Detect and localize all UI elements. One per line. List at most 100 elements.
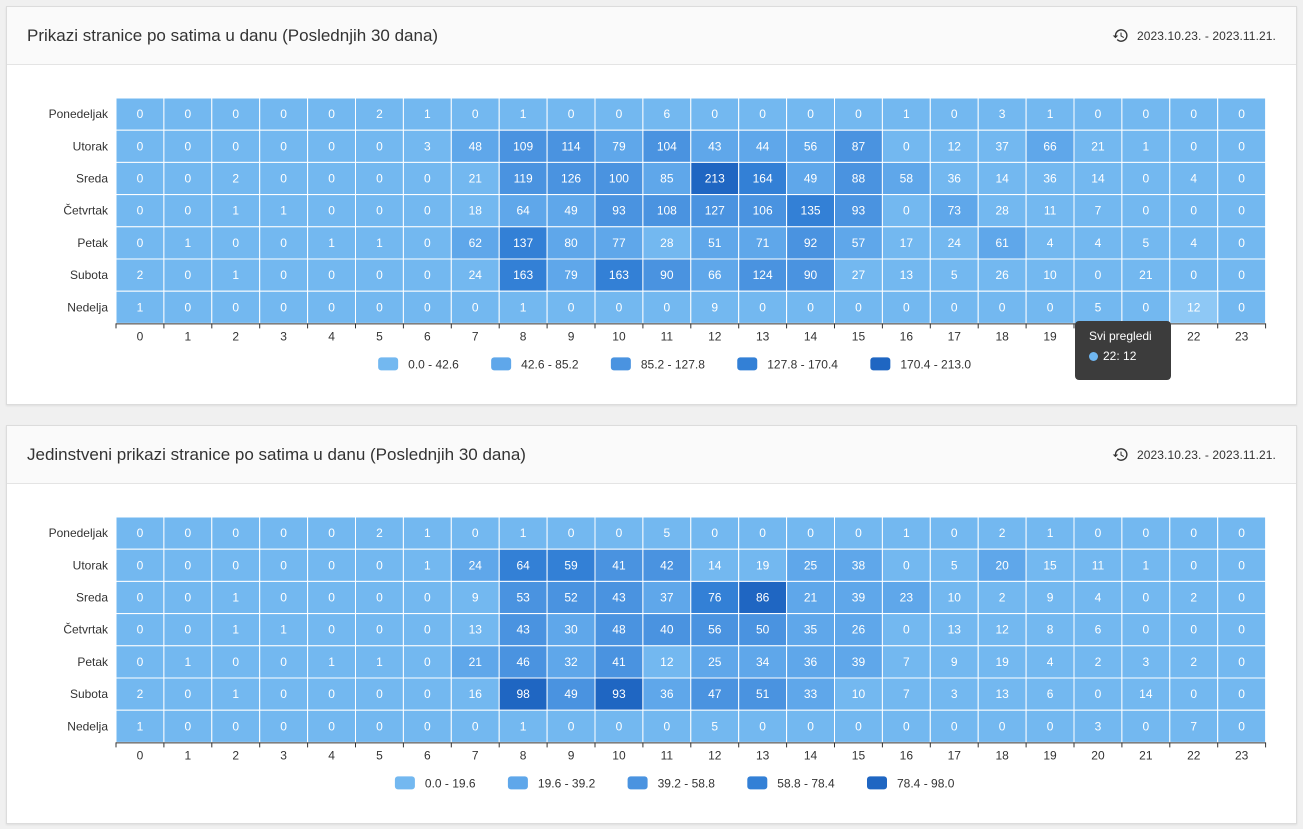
cell-value: 0 xyxy=(424,591,431,605)
cell-value: 40 xyxy=(660,623,674,637)
cell-value: 0 xyxy=(424,172,431,186)
heatmap-cell xyxy=(786,613,835,647)
cell-value: 37 xyxy=(660,591,674,605)
heatmap-cell xyxy=(402,548,452,582)
cell-value: 0 xyxy=(376,300,383,314)
cell-value: 1 xyxy=(232,204,239,218)
hour-label: 11 xyxy=(661,329,674,343)
hour-label: 16 xyxy=(900,329,914,343)
cell-value: 5 xyxy=(951,268,958,282)
cell-value: 0 xyxy=(1238,526,1245,540)
heatmap-cell xyxy=(929,290,979,324)
heatmap-cell xyxy=(1169,226,1219,260)
cell-value: 13 xyxy=(900,268,914,282)
cell-value: 0 xyxy=(951,300,958,314)
cell-value: 2 xyxy=(376,107,383,121)
heatmap-cell xyxy=(402,194,452,228)
cell-value: 1 xyxy=(185,236,192,250)
cell-value: 25 xyxy=(708,655,722,669)
hour-label: 0 xyxy=(137,748,144,762)
heatmap-cell xyxy=(1073,194,1123,228)
heatmap-cell xyxy=(355,709,404,743)
cell-value: 0 xyxy=(1143,204,1150,218)
heatmap-cell xyxy=(259,194,309,228)
heatmap-cell xyxy=(1217,226,1267,260)
hour-label: 8 xyxy=(520,748,527,762)
legend-label: 170.4 - 213.0 xyxy=(900,357,971,371)
heatmap-cell xyxy=(211,709,261,743)
cell-value: 0 xyxy=(185,139,192,153)
cell-value: 0 xyxy=(1238,558,1245,572)
heatmap-cell xyxy=(1217,645,1267,679)
cell-value: 4 xyxy=(1095,591,1102,605)
heatmap-cell xyxy=(546,580,596,615)
cell-value: 0 xyxy=(137,558,144,572)
cell-value: 0 xyxy=(903,204,910,218)
cell-value: 1 xyxy=(137,300,144,314)
legend-swatch xyxy=(394,776,415,790)
cell-value: 0 xyxy=(472,719,479,733)
date-range[interactable]: 2023.10.23. - 2023.11.21. xyxy=(1112,27,1276,44)
cell-value: 0 xyxy=(328,687,335,701)
cell-value: 126 xyxy=(561,172,581,186)
cell-value: 163 xyxy=(513,268,533,282)
cell-value: 9 xyxy=(472,591,479,605)
cell-value: 119 xyxy=(514,172,533,186)
cell-value: 0 xyxy=(807,107,814,121)
heatmap-cell xyxy=(1025,258,1075,292)
cell-value: 0 xyxy=(185,591,192,605)
heatmap-cell xyxy=(115,677,165,711)
heatmap-cell xyxy=(977,129,1027,163)
cell-value: 0 xyxy=(328,623,335,637)
heatmap-cell xyxy=(450,548,500,582)
cell-value: 0 xyxy=(280,172,287,186)
cell-value: 0 xyxy=(664,719,671,733)
cell-value: 21 xyxy=(469,655,483,669)
cell-value: 0 xyxy=(1238,623,1245,637)
hour-label: 6 xyxy=(424,329,431,343)
heatmap-cell xyxy=(1217,97,1267,131)
cell-value: 0 xyxy=(855,719,862,733)
heatmap-cell xyxy=(450,677,500,711)
cell-value: 57 xyxy=(852,236,866,250)
cell-value: 14 xyxy=(1091,172,1105,186)
cell-value: 0 xyxy=(280,236,287,250)
cell-value: 11 xyxy=(1092,558,1105,572)
heatmap-cell xyxy=(355,548,404,582)
cell-value: 2 xyxy=(1095,655,1102,669)
cell-value: 18 xyxy=(469,204,483,218)
cell-value: 77 xyxy=(612,236,626,250)
cell-value: 36 xyxy=(948,172,962,186)
heatmap-cell xyxy=(1217,258,1267,292)
heatmap-cell xyxy=(402,709,452,743)
cell-value: 2 xyxy=(1190,591,1197,605)
date-range[interactable]: 2023.10.23. - 2023.11.21. xyxy=(1112,446,1276,463)
cell-value: 0 xyxy=(1238,719,1245,733)
heatmap-cell xyxy=(259,548,309,582)
cell-value: 20 xyxy=(995,558,1009,572)
heatmap-cell xyxy=(163,645,213,679)
heatmap-cell xyxy=(834,226,883,260)
cell-value: 0 xyxy=(1238,107,1245,121)
heatmap-cell xyxy=(834,129,883,163)
cell-value: 0 xyxy=(1143,107,1150,121)
legend-label: 78.4 - 98.0 xyxy=(897,776,955,790)
cell-value: 0 xyxy=(472,300,479,314)
cell-value: 0 xyxy=(185,623,192,637)
hour-label: 19 xyxy=(1043,748,1057,762)
cell-value: 23 xyxy=(900,591,914,605)
heatmap-cell xyxy=(1073,516,1123,550)
heatmap-cell xyxy=(1025,645,1075,679)
heatmap-cell xyxy=(977,226,1027,260)
heatmap-cell xyxy=(642,290,692,324)
cell-value: 0 xyxy=(616,526,623,540)
legend-swatch xyxy=(378,357,399,371)
hour-label: 18 xyxy=(995,748,1009,762)
cell-value: 4 xyxy=(1190,236,1197,250)
heatmap-cell xyxy=(211,613,261,647)
cell-value: 0 xyxy=(280,687,287,701)
heatmap-cell xyxy=(1169,161,1219,196)
cell-value: 24 xyxy=(948,236,962,250)
heatmap-cell xyxy=(881,613,931,647)
cell-value: 1 xyxy=(1143,558,1150,572)
